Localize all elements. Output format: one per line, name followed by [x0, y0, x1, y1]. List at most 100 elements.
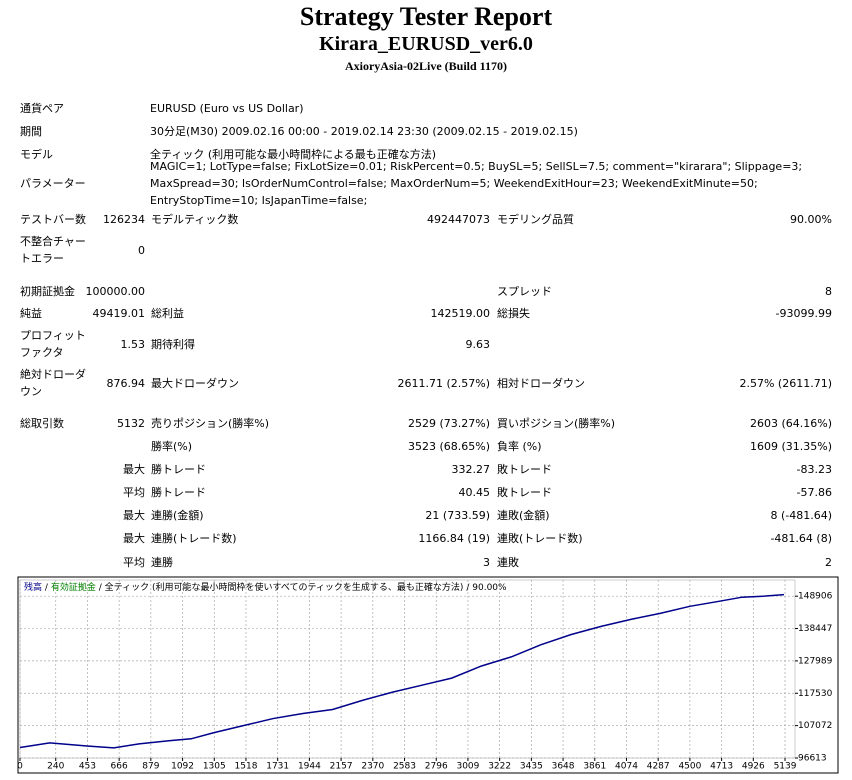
stat-label: 不整合チャートエラー	[20, 235, 86, 265]
stat-label: 総取引数	[20, 416, 64, 430]
stat-value: -481.64 (8)	[770, 531, 832, 545]
stat-label: テストバー数	[20, 212, 86, 226]
info-label: モデル	[20, 147, 53, 161]
stat-label: 期待利得	[151, 337, 195, 351]
stat-value: 3	[483, 555, 490, 569]
x-tick-label: 4926	[742, 762, 765, 772]
x-tick-label: 2370	[361, 762, 384, 772]
stat-value: 1166.84 (19)	[418, 531, 490, 545]
chart-frame	[17, 576, 839, 774]
stat-label: 連勝	[151, 555, 173, 569]
x-tick-label: 453	[79, 762, 96, 772]
stat-label: スプレッド	[497, 284, 552, 298]
x-tick-label: 1731	[266, 762, 289, 772]
x-tick-label: 3222	[488, 762, 511, 772]
stat-label: 総利益	[151, 306, 184, 320]
legend-equity: 有効証拠金	[51, 581, 96, 593]
stat-label: モデルティック数	[151, 212, 239, 226]
x-tick-label: 2157	[330, 762, 353, 772]
stat-value: 9.63	[465, 337, 491, 351]
x-tick-label: 2583	[393, 762, 416, 772]
y-tick-label: 117530	[798, 689, 833, 699]
x-tick-label: 240	[47, 762, 64, 772]
stat-label: プロフィットファクタ	[20, 329, 86, 359]
stat-value: 2603 (64.16%)	[749, 416, 832, 430]
x-tick-label: 4500	[678, 762, 701, 772]
stat-label: 敗トレード	[497, 485, 552, 499]
stat-value: -93099.99	[775, 306, 832, 320]
x-tick-label: 3009	[456, 762, 479, 772]
balance-line	[19, 593, 785, 749]
x-tick-label: 4287	[647, 762, 670, 772]
info-label: パラメーター	[20, 176, 86, 190]
report-title: Strategy Tester Report	[299, 2, 553, 31]
y-tick-label: 148906	[798, 592, 833, 602]
stat-value: 100000.00	[85, 284, 146, 298]
stat-value: 最大	[123, 462, 145, 476]
x-tick-label: 3648	[552, 762, 575, 772]
stat-value: 8	[825, 284, 832, 298]
stat-label: 勝トレード	[151, 485, 206, 499]
stat-label: 総損失	[497, 306, 530, 320]
stat-label: 連敗	[497, 555, 519, 569]
x-tick-label: 1518	[235, 762, 258, 772]
legend-balance: 残高	[24, 581, 42, 593]
legend-model: 全ティック (利用可能な最小時間枠を使いすべてのティックを生成する、最も正確な方…	[105, 581, 464, 593]
stat-value: 142519.00	[430, 306, 491, 320]
x-tick-label: 0	[17, 762, 23, 772]
info-value: 30分足(M30) 2009.02.16 00:00 - 2019.02.14 …	[150, 124, 578, 138]
stat-value: 3523 (68.65%)	[407, 439, 490, 453]
stat-value: 平均	[123, 485, 145, 499]
x-tick-label: 1092	[171, 762, 194, 772]
report-build: AxioryAsia-02Live (Build 1170)	[344, 59, 507, 73]
x-tick-label: 1944	[298, 762, 321, 772]
stat-label: 連敗(トレード数)	[497, 531, 583, 545]
x-tick-label: 3861	[583, 762, 606, 772]
info-value: EURUSD (Euro vs US Dollar)	[150, 101, 304, 115]
stat-value: 40.45	[458, 485, 491, 499]
stat-label: 連勝(金額)	[151, 508, 204, 522]
legend-quality: 90.00%	[472, 583, 507, 593]
stat-label: 勝率(%)	[151, 439, 193, 453]
stat-label: 相対ドローダウン	[497, 376, 585, 390]
info-value: MAGIC=1; LotType=false; FixLotSize=0.01;…	[150, 159, 803, 207]
stat-label: 連勝(トレード数)	[151, 531, 237, 545]
stat-value: 492447073	[427, 212, 490, 226]
y-tick-label: 127989	[798, 656, 833, 666]
stat-label: 最大ドローダウン	[151, 376, 239, 390]
stat-value: 876.94	[106, 376, 146, 390]
stat-label: モデリング品質	[497, 212, 574, 226]
x-tick-label: 2796	[425, 762, 448, 772]
stat-value: 最大	[123, 508, 145, 522]
legend: 残高 / 有効証拠金 / 全ティック (利用可能な最小時間枠を使いすべてのティッ…	[24, 581, 507, 593]
x-tick-label: 3435	[520, 762, 543, 772]
x-tick-label: 879	[142, 762, 159, 772]
stat-value: 平均	[123, 555, 145, 569]
stat-value: 1.53	[120, 337, 146, 351]
x-tick-label: 4074	[615, 762, 638, 772]
stat-value: 2611.71 (2.57%)	[397, 376, 490, 390]
legend-separator: /	[99, 583, 103, 593]
stat-label: 初期証拠金	[20, 284, 75, 298]
stat-value: 49419.01	[92, 306, 146, 320]
stat-label: 純益	[20, 306, 42, 320]
legend-separator: /	[45, 583, 49, 593]
stat-label: 買いポジション(勝率%)	[497, 416, 616, 430]
info-label: 期間	[20, 124, 42, 138]
stat-label: 負率 (%)	[497, 439, 542, 453]
x-tick-label: 5139	[774, 762, 797, 772]
stat-value: 2.57% (2611.71)	[739, 376, 832, 390]
stat-value: 2529 (73.27%)	[407, 416, 490, 430]
stat-value: 90.00%	[790, 212, 832, 226]
stat-value: -83.23	[796, 462, 832, 476]
stat-value: 1609 (31.35%)	[749, 439, 832, 453]
report-subtitle: Kirara_EURUSD_ver6.0	[319, 33, 533, 55]
stat-label: 勝トレード	[151, 462, 206, 476]
info-label: 通貨ペア	[20, 101, 64, 115]
stat-label: 敗トレード	[497, 462, 552, 476]
y-tick-label: 107072	[798, 721, 832, 731]
legend-separator: /	[466, 583, 470, 593]
stat-value: 21 (733.59)	[425, 508, 490, 522]
